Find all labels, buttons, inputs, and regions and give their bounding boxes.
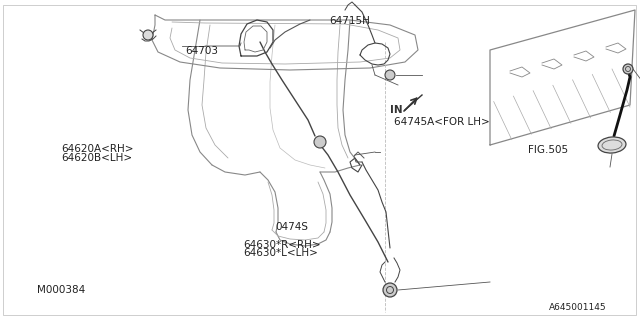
Text: 64703: 64703	[186, 46, 219, 56]
Circle shape	[314, 136, 326, 148]
Text: 64715H: 64715H	[330, 16, 371, 26]
Text: 0474S: 0474S	[275, 222, 308, 232]
Text: IN: IN	[390, 105, 403, 115]
Circle shape	[143, 30, 153, 40]
Circle shape	[383, 283, 397, 297]
Text: 64620A<RH>: 64620A<RH>	[61, 144, 133, 154]
Text: 64630*R<RH>: 64630*R<RH>	[243, 240, 321, 250]
Text: 64745A<FOR LH>: 64745A<FOR LH>	[394, 116, 490, 127]
Circle shape	[385, 70, 395, 80]
Ellipse shape	[598, 137, 626, 153]
Text: M000384: M000384	[37, 284, 85, 295]
Circle shape	[623, 64, 633, 74]
Text: 64630*L<LH>: 64630*L<LH>	[243, 248, 318, 259]
Text: 64620B<LH>: 64620B<LH>	[61, 153, 132, 164]
Text: A645001145: A645001145	[549, 303, 607, 312]
Text: FIG.505: FIG.505	[528, 145, 568, 156]
